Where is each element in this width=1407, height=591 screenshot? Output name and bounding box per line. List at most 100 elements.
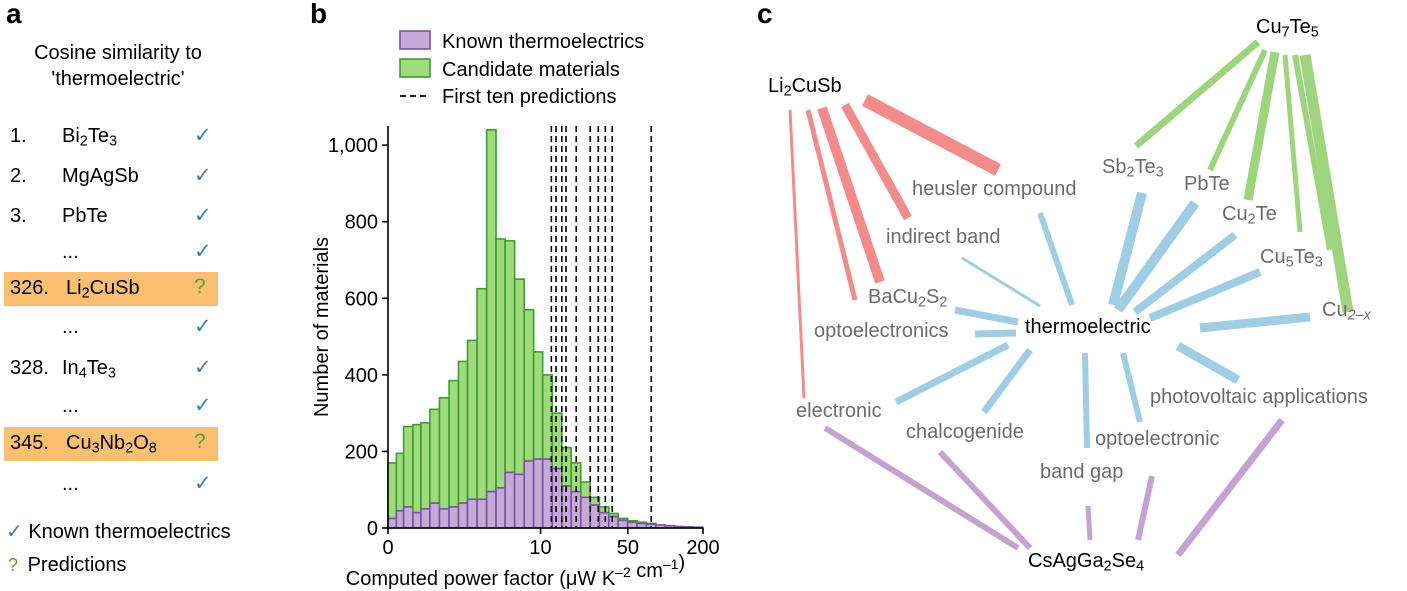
candidate-bar bbox=[448, 379, 460, 508]
ranking-row: ... ✓ bbox=[0, 311, 230, 345]
rank-number: 345. bbox=[10, 432, 49, 454]
known-bar bbox=[485, 490, 497, 529]
ranking-row: 345. Cu3Nb2O8? bbox=[4, 427, 218, 461]
known-bar bbox=[476, 498, 488, 529]
check-icon: ✓ bbox=[194, 315, 212, 338]
legend-label-predictions: First ten predictions bbox=[442, 86, 617, 108]
panel-b-letter: b bbox=[310, 0, 328, 29]
known-bar bbox=[626, 521, 638, 529]
network-edge bbox=[974, 329, 1017, 338]
legend-known-label: Known thermoelectrics bbox=[28, 521, 231, 543]
network-label-electronic: electronic bbox=[796, 400, 882, 422]
network-label-bandgap: band gap bbox=[1040, 461, 1124, 483]
material-name: Cu3Nb2O8 bbox=[66, 432, 157, 457]
known-bar bbox=[523, 460, 535, 529]
network-edge bbox=[1133, 39, 1261, 149]
network-edge bbox=[1108, 191, 1147, 307]
word-network bbox=[788, 39, 1354, 558]
material-name: MgAgSb bbox=[62, 165, 139, 187]
ranking-row: ... ✓ bbox=[0, 236, 230, 270]
question-mark-icon: ? bbox=[194, 430, 206, 453]
known-bar bbox=[412, 511, 422, 529]
network-edge bbox=[841, 102, 912, 221]
legend-swatch-known bbox=[399, 30, 431, 50]
rank-number: 1. bbox=[10, 125, 27, 147]
candidate-bar bbox=[579, 481, 592, 499]
material-name: Li2CuSb bbox=[66, 277, 140, 302]
legend-predictions: ? Predictions bbox=[8, 554, 127, 577]
known-bar bbox=[402, 506, 414, 529]
ranking-row: 2. MgAgSb ✓ bbox=[0, 160, 230, 194]
material-name: Bi2Te3 bbox=[62, 125, 117, 150]
panel-a-title: Cosine similarity to 'thermoelectric' bbox=[4, 40, 232, 92]
rank-number: 328. bbox=[10, 357, 49, 379]
network-label-center: thermoelectric bbox=[1025, 316, 1151, 338]
question-mark-icon: ? bbox=[194, 275, 206, 298]
power-factor-histogram: 0 200 400 600 800 1,000 0 10 50 200 Number of mate… bbox=[311, 30, 720, 590]
network-edge bbox=[1085, 505, 1093, 541]
ranking-row: 326. Li2CuSb? bbox=[4, 272, 218, 306]
known-bar bbox=[607, 515, 619, 529]
candidate-bar bbox=[457, 360, 469, 504]
network-label-csagga2se4: CsAgGa2Se4 bbox=[1028, 550, 1145, 575]
y-tick-label: 800 bbox=[345, 212, 378, 234]
network-label-optoelectronics: optoelectronics bbox=[814, 320, 949, 342]
check-icon: ✓ bbox=[194, 394, 212, 417]
candidate-bar bbox=[438, 397, 450, 510]
known-bar bbox=[438, 508, 450, 529]
candidate-bar bbox=[412, 423, 422, 514]
known-bar bbox=[429, 502, 441, 529]
x-axis-label: Computed power factor (μW K–2 cm–1) bbox=[346, 552, 685, 590]
network-edge bbox=[1175, 342, 1241, 384]
network-label-pbte: PbTe bbox=[1184, 173, 1230, 195]
network-edge bbox=[1207, 48, 1268, 172]
known-bar bbox=[617, 519, 629, 529]
material-name: ... bbox=[62, 316, 79, 338]
x-tick-label: 50 bbox=[617, 537, 639, 559]
y-tick-label: 1,000 bbox=[328, 135, 378, 157]
known-bar bbox=[457, 502, 469, 529]
network-edge bbox=[1292, 54, 1333, 251]
candidate-bar bbox=[485, 129, 497, 493]
network-edge bbox=[961, 256, 1041, 308]
network-edge bbox=[1282, 54, 1303, 233]
check-icon: ✓ bbox=[6, 521, 23, 543]
known-bar bbox=[420, 508, 431, 529]
check-icon: ✓ bbox=[194, 124, 212, 147]
network-edge bbox=[1132, 231, 1238, 316]
candidate-bar bbox=[429, 408, 441, 504]
network-label-bacu2s2: BaCu2S2 bbox=[868, 286, 948, 311]
ranking-row: 3. PbTe ✓ bbox=[0, 200, 230, 234]
network-edge bbox=[1148, 268, 1262, 322]
candidate-bar bbox=[420, 421, 431, 510]
network-edge bbox=[805, 109, 858, 301]
candidate-bar bbox=[532, 351, 544, 460]
x-tick-label: 200 bbox=[686, 537, 719, 559]
network-label-cu2te: Cu2Te bbox=[1222, 203, 1277, 228]
network-label-cu2x: Cu2–x bbox=[1322, 299, 1371, 324]
material-name: ... bbox=[62, 473, 79, 495]
network-edge bbox=[981, 347, 1033, 415]
candidate-bar bbox=[395, 452, 405, 512]
candidate-bar bbox=[513, 278, 526, 476]
material-name: In4Te3 bbox=[62, 357, 116, 382]
network-edge bbox=[1135, 475, 1155, 541]
y-tick-label: 200 bbox=[345, 441, 378, 463]
legend-swatch-candidate bbox=[399, 58, 431, 78]
y-axis-label: Number of materials bbox=[311, 237, 333, 417]
legend-known-thermoelectrics: ✓ Known thermoelectrics bbox=[6, 519, 231, 544]
network-label-photovoltaic: photovoltaic applications bbox=[1150, 386, 1368, 408]
panel-a-title-line2: 'thermoelectric' bbox=[51, 68, 185, 90]
panel-a-title-line1: Cosine similarity to bbox=[34, 42, 202, 64]
candidate-bar bbox=[504, 240, 516, 474]
network-label-indirect: indirect band bbox=[886, 226, 1001, 248]
known-bar bbox=[551, 467, 563, 529]
network-edge bbox=[1175, 417, 1285, 558]
network-edge bbox=[861, 94, 1002, 176]
network-edge bbox=[1113, 200, 1200, 313]
ranking-row: ... ✓ bbox=[0, 468, 230, 502]
legend-label-known: Known thermoelectrics bbox=[442, 31, 644, 53]
known-bar bbox=[513, 473, 526, 529]
network-label-optoelectronic: optoelectronic bbox=[1095, 428, 1220, 450]
network-label-heusler: heusler compound bbox=[912, 178, 1077, 200]
